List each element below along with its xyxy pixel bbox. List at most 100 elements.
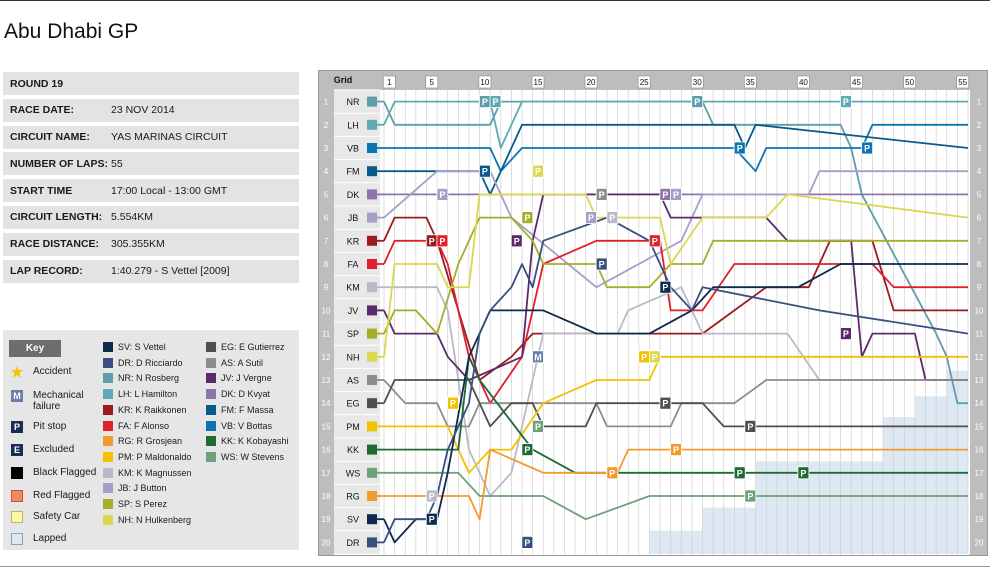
pit-stop-marker-label: P [662, 283, 668, 293]
pit-stop-marker-label: P [662, 399, 668, 409]
grid-driver-label: PM [346, 422, 360, 432]
pit-stop-marker [733, 466, 746, 480]
legend-swatch [206, 404, 216, 415]
lap-tick-box [690, 75, 704, 89]
legend-label: PM: P Maldonaldo [118, 451, 192, 462]
mechanical-failure-marker-label: M [534, 352, 542, 362]
legend-swatch [206, 389, 216, 400]
legend-label: DR: D Ricciardo [118, 357, 183, 368]
pit-stop-marker-label: P [641, 352, 647, 362]
grid-driver-label: AS [347, 376, 359, 386]
key-item-red-flag: Red Flagged [11, 490, 90, 502]
info-row: ROUND 19 [3, 72, 299, 95]
key-item-excluded: E Excluded [11, 444, 74, 456]
pit-stop-marker [447, 396, 459, 410]
legend-label: SV: S Vettel [118, 342, 166, 352]
lap-tick-box [425, 75, 439, 89]
legend-label: LH: L Hamilton [118, 389, 178, 400]
mechanical-failure-icon: M [11, 390, 23, 402]
key-item-safety-car: Safety Car [11, 511, 80, 523]
lap-tick-box [956, 75, 969, 89]
pit-stop-marker-label: P [450, 399, 456, 409]
pit-stop-marker [797, 466, 810, 480]
grid-driver-label: SP [347, 329, 359, 339]
grid-driver-swatch [367, 119, 377, 130]
grid-driver-label: RG [346, 492, 360, 502]
position-label-right: 7 [977, 237, 982, 246]
pit-stop-icon: P [11, 421, 23, 433]
legend-driver-fm: FM: F Massa [206, 404, 274, 415]
grid-driver-swatch [367, 514, 377, 525]
legend-driver-pm: PM: P Maldonaldo [103, 451, 192, 462]
position-label-right: 11 [975, 330, 984, 339]
legend-swatch [103, 436, 113, 447]
pit-stop-marker [489, 95, 502, 109]
lap-tick-label: 35 [746, 78, 755, 87]
legend-driver-as: AS: A Sutil [206, 357, 263, 368]
lap-tick-box [744, 75, 757, 89]
position-label-right: 20 [975, 538, 984, 547]
info-value: 305.355KM [111, 238, 165, 251]
info-value: 55 [111, 157, 123, 170]
position-label-left: 10 [322, 306, 331, 315]
pit-stop-marker [744, 419, 757, 433]
info-row: RACE DISTANCE: 305.355KM [3, 232, 299, 256]
pit-stop-marker-label: P [524, 538, 530, 548]
pit-stop-marker-label: P [524, 445, 530, 455]
legend-label: WS: W Stevens [221, 451, 285, 462]
lap-tick-box [797, 75, 810, 89]
legend-driver-eg: EG: E Gutierrez [206, 342, 285, 352]
lap-tick-box [903, 75, 916, 89]
pit-stop-marker-label: P [864, 144, 870, 154]
legend-driver-dk: DK: D Kvyat [206, 389, 270, 400]
safety-car-icon [11, 511, 23, 523]
legend-swatch [206, 373, 216, 384]
legend-driver-ws: WS: W Stevens [206, 451, 285, 462]
grid-driver-swatch [367, 398, 377, 409]
legend-driver-kr: KR: K Raikkonen [103, 404, 187, 415]
position-label-right: 19 [975, 515, 984, 524]
legend-label: VB: V Bottas [221, 420, 273, 431]
lap-tick-label: 25 [640, 78, 649, 87]
series-line-jv [383, 193, 968, 381]
top-rule [0, 0, 990, 1]
position-band-right [970, 90, 988, 556]
info-value: 1:40.279 - S Vettel [2009] [111, 265, 230, 278]
lap-tick-label: 50 [905, 78, 914, 87]
grid-driver-label: FA [347, 260, 358, 270]
grid-driver-label: DK [347, 190, 360, 200]
legend-swatch [103, 451, 113, 462]
info-row: CIRCUIT NAME: YAS MARINAS CIRCUIT [3, 125, 299, 149]
grid-driver-label: WS [346, 468, 361, 478]
pit-stop-marker [521, 211, 534, 225]
series-line-nr [383, 100, 968, 405]
lap-tick-box [531, 75, 545, 89]
pit-stop-marker-label: P [535, 422, 541, 432]
grid-driver-label: SV [347, 515, 359, 525]
legend-swatch [103, 389, 113, 400]
race-info-table: ROUND 19 RACE DATE: 23 NOV 2014 CIRCUIT N… [3, 72, 299, 286]
position-label-right: 10 [975, 306, 984, 315]
pit-stop-marker-label: P [652, 352, 658, 362]
pit-stop-marker-label: P [429, 492, 435, 502]
accident-icon [11, 366, 23, 378]
grid-driver-swatch [367, 143, 377, 153]
lap-tick-label: 20 [587, 78, 596, 87]
grid-driver-label: DR [347, 538, 360, 548]
position-band-left [318, 90, 334, 556]
pit-stop-marker [733, 141, 746, 155]
position-label-left: 20 [322, 538, 331, 547]
info-label: NUMBER OF LAPS: [10, 157, 108, 170]
pit-stop-marker [425, 512, 438, 526]
legend-swatch [103, 467, 113, 478]
position-label-left: 6 [324, 214, 329, 223]
pit-stop-marker-label: P [588, 213, 594, 223]
position-label-right: 17 [975, 469, 984, 478]
pit-stop-marker [670, 443, 682, 457]
grid-driver-swatch [367, 467, 377, 478]
position-label-left: 7 [324, 237, 329, 246]
legend-label: KK: K Kobayashi [221, 436, 289, 447]
grid-driver-label: NR [347, 97, 360, 107]
pit-stop-marker-label: P [747, 422, 753, 432]
lap-tick-label: 5 [430, 78, 435, 87]
